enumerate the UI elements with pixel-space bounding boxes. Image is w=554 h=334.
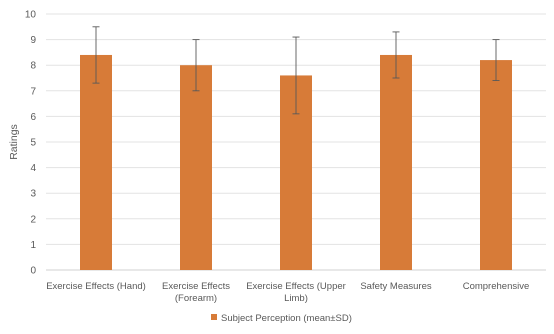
legend-label: Subject Perception (mean±SD)	[221, 313, 352, 324]
error-bars	[92, 26, 500, 115]
x-category-label: Safety Measures	[360, 281, 432, 292]
bar	[380, 54, 412, 271]
x-category-labels: Exercise Effects (Hand) Exercise Effects(…	[46, 281, 529, 304]
x-category-label: Exercise Effects (Upper	[246, 281, 346, 292]
error-bar	[292, 36, 300, 115]
y-tick-label: 2	[30, 214, 36, 225]
x-category-label: Comprehensive	[463, 281, 530, 292]
bar	[80, 54, 112, 271]
x-category-label: Exercise Effects	[162, 281, 230, 292]
y-tick-label: 5	[30, 138, 36, 149]
error-bar	[192, 39, 200, 92]
y-tick-labels: 0 1 2 3 4 5 6 7 8 9 10	[25, 10, 37, 277]
y-tick-label: 4	[30, 163, 36, 174]
y-tick-label: 3	[30, 189, 36, 200]
y-tick-label: 1	[30, 240, 36, 251]
x-category-label: Limb)	[284, 293, 308, 304]
y-axis-title: Ratings	[8, 124, 20, 160]
legend-swatch	[211, 314, 217, 320]
error-bar	[392, 31, 400, 79]
y-tick-label: 8	[30, 61, 36, 72]
y-tick-label: 0	[30, 266, 36, 277]
error-bar	[92, 26, 100, 84]
bars	[80, 54, 512, 271]
legend: Subject Perception (mean±SD)	[211, 313, 352, 324]
y-tick-label: 10	[25, 10, 37, 21]
y-tick-label: 6	[30, 112, 36, 123]
y-tick-label: 7	[30, 86, 36, 97]
error-bar	[492, 39, 500, 82]
bar	[180, 65, 212, 270]
x-category-label: Exercise Effects (Hand)	[46, 281, 146, 292]
y-tick-label: 9	[30, 35, 36, 46]
x-category-label: (Forearm)	[175, 293, 217, 304]
bar	[480, 60, 512, 270]
